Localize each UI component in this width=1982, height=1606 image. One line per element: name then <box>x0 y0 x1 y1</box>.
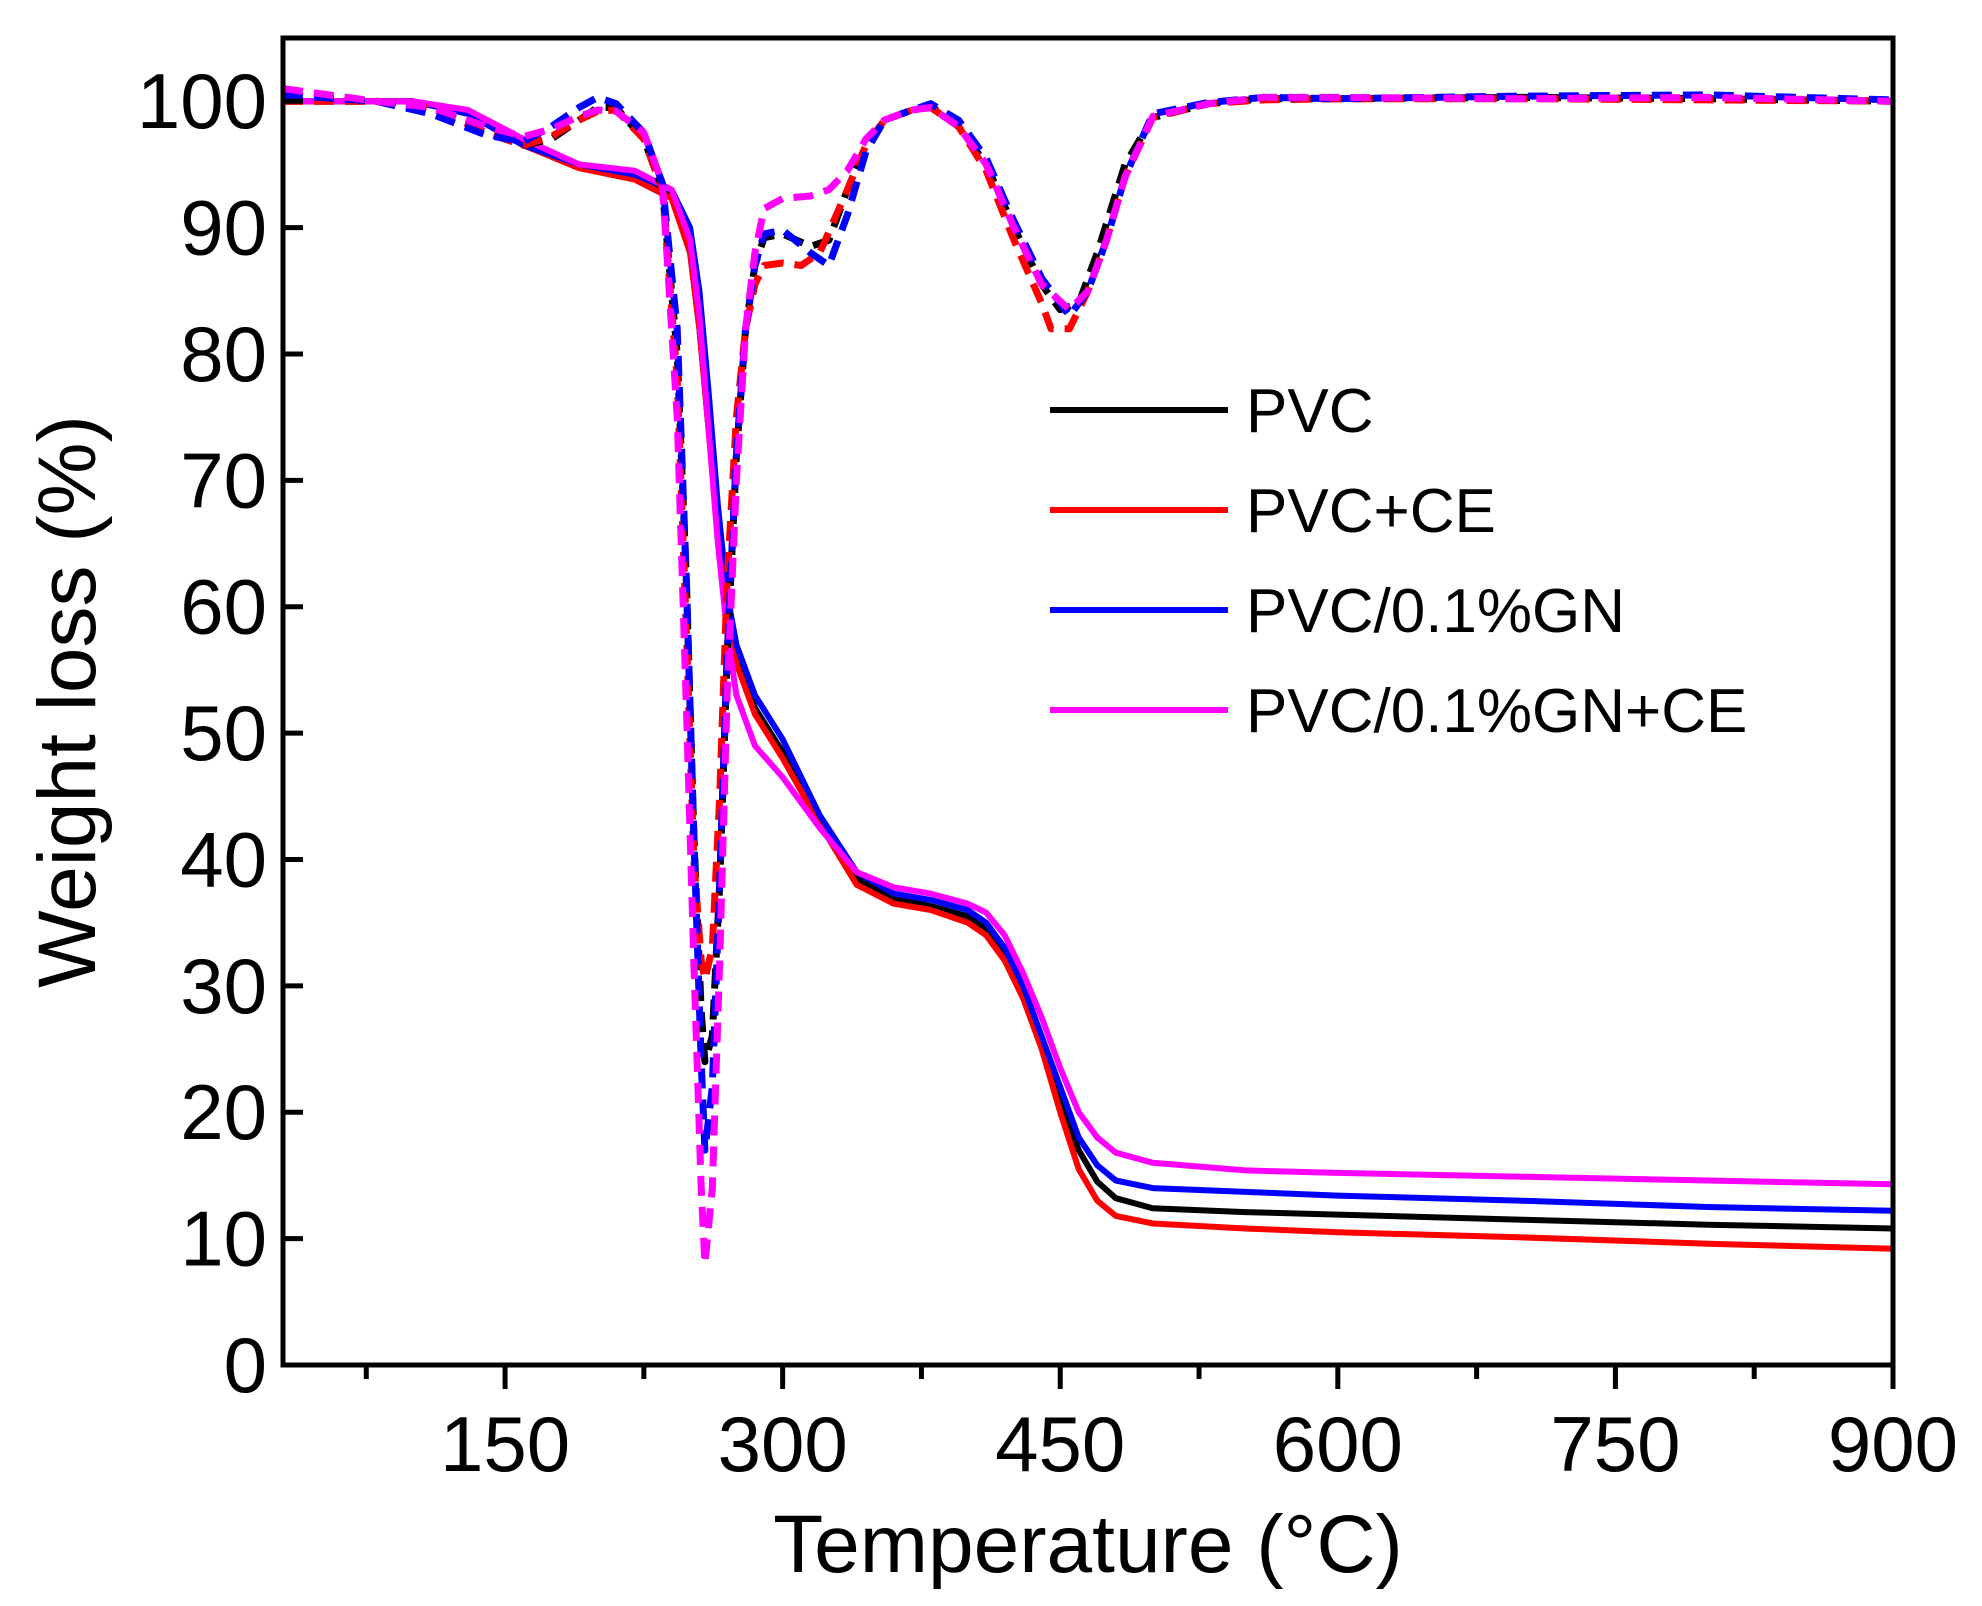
y-axis-label: Weight loss (%) <box>22 415 113 988</box>
y-tick-label-100: 100 <box>137 57 267 145</box>
series-line-pvc-0-1-gn-ce <box>283 98 1894 1188</box>
x-tick-label-600: 600 <box>1273 1400 1403 1488</box>
y-tick-label-70: 70 <box>180 436 267 524</box>
plot-frame <box>280 35 1896 1368</box>
x-axis-label: Temperature (°C) <box>773 1499 1403 1590</box>
series-line-pvc-ce <box>283 98 1894 1252</box>
legend-label-pvc-0-1-gn: PVC/0.1%GN <box>1246 577 1625 646</box>
legend-label-pvc-0-1-gn-ce: PVC/0.1%GN+CE <box>1246 677 1747 746</box>
y-tick-label-40: 40 <box>180 815 267 903</box>
series-group <box>282 85 1894 1268</box>
series-line-pvc-0-1-gn-dtg <box>282 91 1894 1154</box>
y-tick-label-60: 60 <box>180 563 267 651</box>
legend-label-pvc: PVC <box>1246 377 1373 446</box>
x-tick-label-300: 300 <box>718 1400 848 1488</box>
legend-label-pvc-ce: PVC+CE <box>1246 477 1496 546</box>
y-tick-label-50: 50 <box>180 689 267 777</box>
y-tick-label-30: 30 <box>180 942 267 1030</box>
series-line-pvc-dtg <box>283 93 1894 1066</box>
y-tick-label-10: 10 <box>180 1195 267 1283</box>
x-tick-label-900: 900 <box>1828 1400 1958 1488</box>
ticks-group: 0 10 20 30 40 50 60 70 80 90 100 150 300 450 600 750 900 <box>137 57 1958 1488</box>
x-tick-label-150: 150 <box>440 1400 570 1488</box>
y-tick-label-20: 20 <box>180 1068 267 1156</box>
y-tick-label-90: 90 <box>180 184 267 272</box>
x-tick-label-450: 450 <box>995 1400 1125 1488</box>
series-line-pvc-0-1-gn-ce-dtg <box>282 85 1894 1268</box>
series-line-pvc-0-1-gn <box>283 98 1894 1214</box>
series-line-pvc-ce-dtg <box>283 95 1894 983</box>
legend: PVC PVC+CE PVC/0.1%GN PVC/0.1%GN+CE <box>1050 377 1747 746</box>
y-tick-label-80: 80 <box>180 310 267 398</box>
y-tick-label-0: 0 <box>224 1321 267 1409</box>
x-tick-label-750: 750 <box>1550 1400 1680 1488</box>
